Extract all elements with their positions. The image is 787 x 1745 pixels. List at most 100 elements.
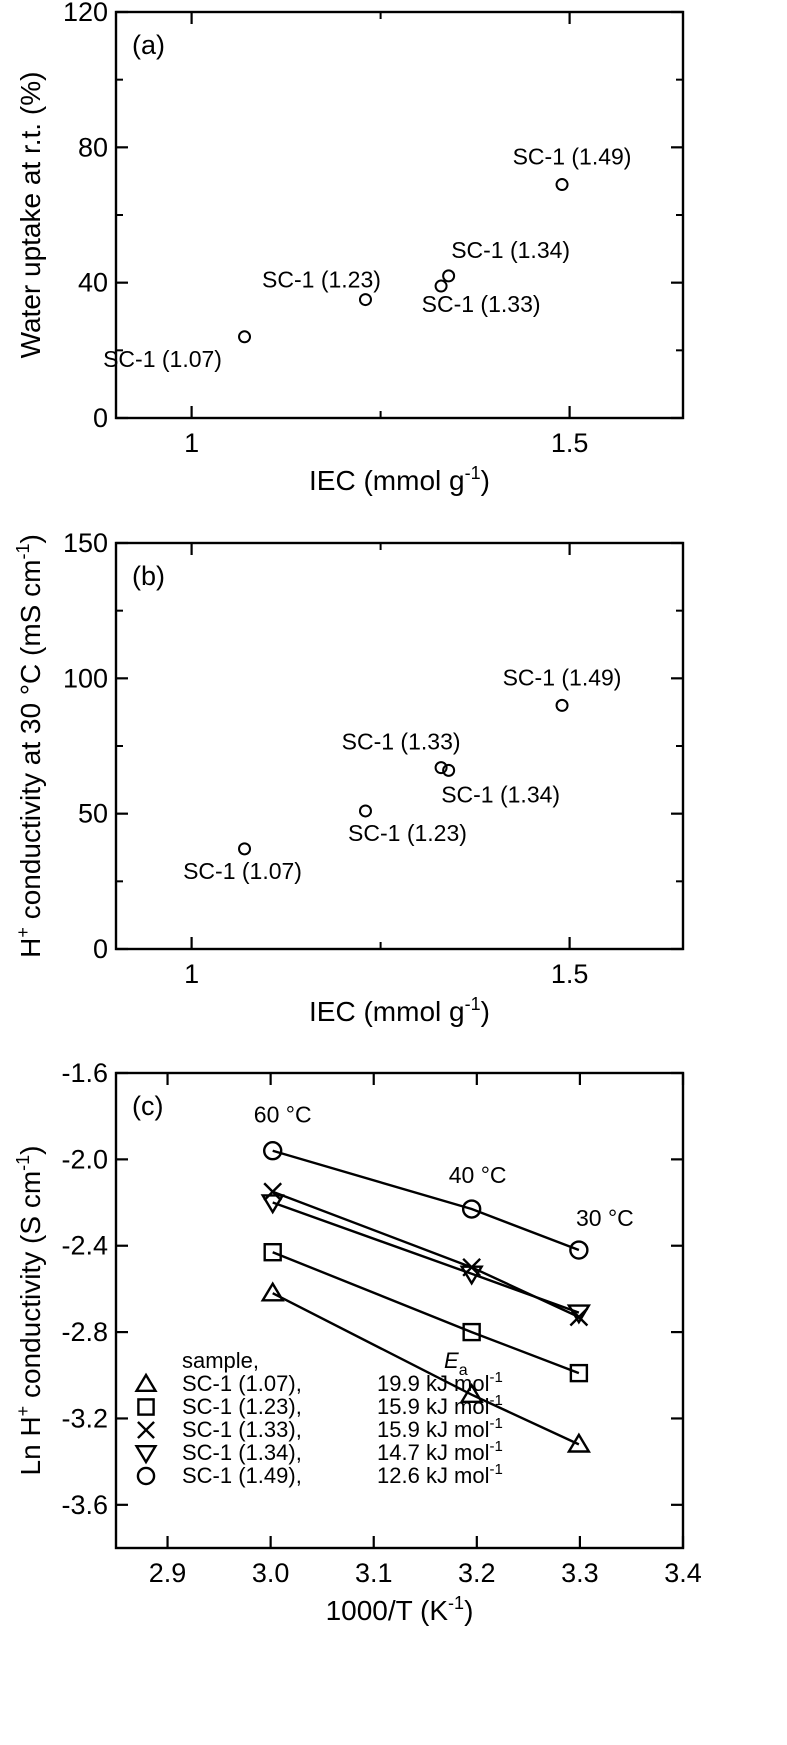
c-ytick-label: -1.6 (61, 1058, 108, 1088)
c-legend-entry: SC-1 (1.07), (182, 1371, 302, 1396)
b-point-label: SC-1 (1.49) (503, 664, 622, 690)
c-legend-entry-ea-value: 12.6 (377, 1463, 420, 1488)
c-data-point-circle (569, 1240, 589, 1260)
c-data-point-triangle-up (260, 1281, 285, 1302)
c-data-point-x-stroke (263, 1182, 283, 1202)
c-ytick-label: -3.6 (61, 1490, 108, 1520)
a-x-axis-label-sup: -1 (465, 463, 481, 483)
c-xtick-label: 3.3 (561, 1558, 599, 1588)
panel-c-arrhenius: 2.9 3.0 3.1 3.2 3.3 3.4 -1.6 -2.0 -2.4 -2.8 -3.2 -3… (13, 1058, 702, 1626)
a-point-label: SC-1 (1.23) (262, 267, 381, 293)
c-legend-entry-ea-value: 19.9 (377, 1371, 420, 1396)
c-series-line (272, 1251, 580, 1375)
c-xtick-label: 3.2 (458, 1558, 496, 1588)
c-data-point-square (569, 1363, 589, 1383)
c-ytick-label: -2.8 (61, 1317, 108, 1347)
b-y-axis-label-close: ) (15, 534, 46, 543)
c-legend-entry-comma: , (296, 1371, 302, 1396)
c-panel-label: (c) (132, 1091, 163, 1121)
b-ytick-label: 100 (63, 663, 108, 693)
b-y-axis-label-pre: H (15, 938, 46, 958)
c-ytick-label: -2.0 (61, 1144, 108, 1174)
a-y-axis-label: Water uptake at r.t. (%) (15, 72, 46, 359)
c-legend-entry-unit: kJ mol (420, 1440, 490, 1465)
b-x-axis-label: IEC (mmol g-1) (309, 994, 490, 1027)
c-legend-entry-ea-value: 15.9 (377, 1417, 420, 1442)
b-point-label: SC-1 (1.23) (348, 820, 467, 846)
c-y-axis-label-close: ) (15, 1146, 46, 1155)
c-y-axis-label-sup1: + (13, 1406, 33, 1417)
c-legend-marker-triangle-down (134, 1445, 158, 1465)
a-point-label: SC-1 (1.33) (422, 291, 541, 317)
c-legend-entry: SC-1 (1.34), (182, 1440, 302, 1465)
c-legend-entry-comma: , (296, 1440, 302, 1465)
c-xtick-label: 2.9 (149, 1558, 187, 1588)
c-legend-entry-name: SC-1 (1.34) (182, 1440, 296, 1465)
c-ytick-label: -2.4 (61, 1231, 108, 1261)
c-y-axis-label-mid: conductivity (S cm (15, 1171, 46, 1406)
a-xtick-label: 1 (184, 428, 199, 458)
a-x-axis-label-text: IEC (mmol g (309, 465, 465, 496)
c-legend-entry-name: SC-1 (1.49) (182, 1463, 296, 1488)
c-y-axis-label-pre: Ln H (15, 1416, 46, 1475)
panel-a-water-uptake: 1 1.5 0 40 80 120 (a) IEC (mmol g-1) Water uptak… (15, 0, 685, 496)
c-series-line (272, 1201, 580, 1314)
b-data-point (442, 763, 456, 777)
c-legend-entry-ea: 15.9 kJ mol-1 (377, 1415, 503, 1442)
c-legend-entry-ea-value: 15.9 (377, 1394, 420, 1419)
b-x-axis-label-text: IEC (mmol g (309, 996, 465, 1027)
a-x-axis-label: IEC (mmol g-1) (309, 463, 490, 496)
c-data-point-triangle-down (459, 1265, 484, 1286)
c-legend-entry: SC-1 (1.23), (182, 1394, 302, 1419)
c-legend-entry-comma: , (296, 1463, 302, 1488)
c-series-line (272, 1190, 580, 1319)
c-data-point-triangle-up (566, 1432, 591, 1453)
b-y-axis-label-sup1: + (13, 927, 33, 938)
c-data-point-square (462, 1322, 481, 1342)
c-legend-entry-ea: 12.6 kJ mol-1 (377, 1461, 503, 1488)
c-xtick-label: 3.4 (664, 1558, 702, 1588)
c-data-point-triangle-down (566, 1304, 591, 1325)
c-temperature-label: 60 °C (254, 1102, 312, 1128)
a-data-point (442, 269, 456, 283)
c-y-axis-label-sup2: -1 (13, 1155, 33, 1171)
c-temperature-label: 30 °C (576, 1205, 634, 1231)
a-y-axis-label-text: Water uptake at r.t. (%) (15, 72, 46, 359)
c-legend-header-sample: sample, (182, 1348, 259, 1373)
c-legend-marker-triangle-up (134, 1372, 158, 1392)
c-legend-marker-square (137, 1398, 155, 1416)
c-legend-marker-x-stroke (137, 1421, 155, 1439)
c-legend-entry-comma: , (296, 1394, 302, 1419)
c-legend-entry-name: SC-1 (1.07) (182, 1371, 296, 1396)
b-y-axis-label-sup2: -1 (13, 544, 33, 560)
b-panel-label: (b) (132, 561, 165, 591)
b-point-label: SC-1 (1.33) (342, 729, 461, 755)
b-y-axis-label: H+ conductivity at 30 °C (mS cm-1) (13, 534, 46, 958)
c-ytick-label: -3.2 (61, 1403, 108, 1433)
b-data-point (555, 698, 569, 712)
c-legend-entry-unit: kJ mol (420, 1417, 490, 1442)
a-point-label: SC-1 (1.49) (513, 144, 632, 170)
c-x-axis-label: 1000/T (K-1) (326, 1593, 474, 1626)
b-point-label: SC-1 (1.07) (183, 858, 302, 884)
c-y-axis-label: Ln H+ conductivity (S cm-1) (13, 1146, 46, 1476)
c-legend-entry-unit-sup: -1 (490, 1392, 503, 1409)
c-data-point-circle (262, 1141, 283, 1161)
a-panel-label: (a) (132, 30, 165, 60)
c-plot-frame (114, 1071, 685, 1550)
c-legend-entry-name: SC-1 (1.23) (182, 1394, 296, 1419)
b-ytick-label: 150 (63, 528, 108, 558)
a-data-point (434, 279, 448, 293)
a-point-label: SC-1 (1.34) (451, 237, 570, 263)
c-legend-header-ea-sub: a (459, 1362, 468, 1379)
b-data-point (358, 804, 372, 818)
c-x-axis-label-sup: -1 (448, 1593, 464, 1613)
b-data-point (434, 761, 448, 775)
a-data-point (358, 293, 372, 307)
b-y-axis-label-mid: conductivity at 30 °C (mS cm (15, 560, 46, 928)
c-data-point-triangle-down (260, 1194, 285, 1215)
a-data-point (555, 178, 569, 192)
